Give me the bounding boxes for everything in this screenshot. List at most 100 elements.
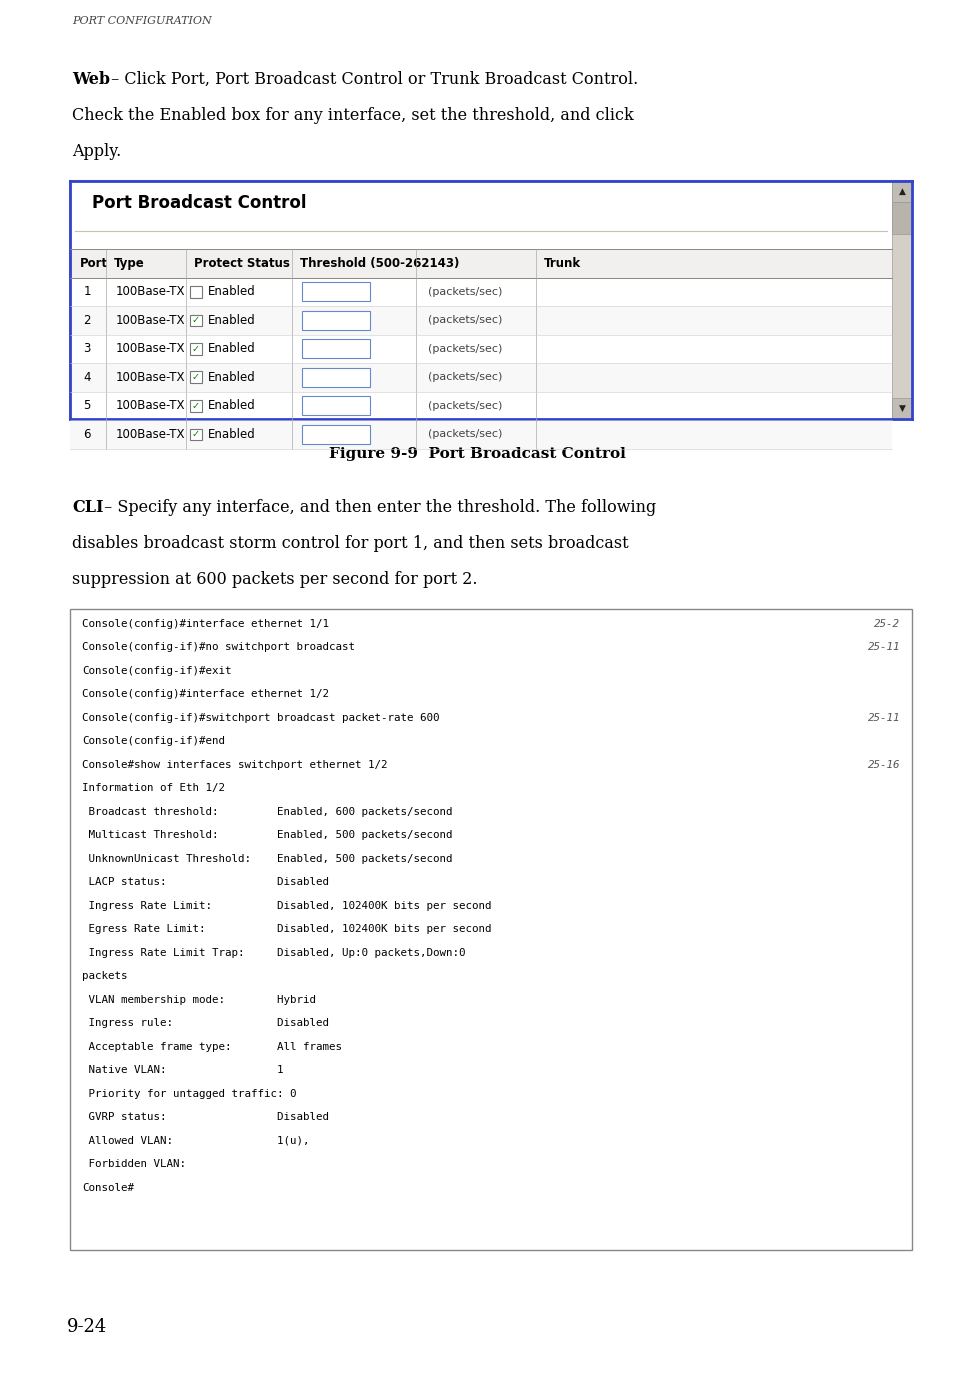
Bar bbox=[302, 339, 370, 358]
Text: Enabled: Enabled bbox=[208, 343, 255, 355]
Text: (packets/sec): (packets/sec) bbox=[428, 429, 502, 439]
Text: 25-16: 25-16 bbox=[866, 761, 899, 770]
Text: packets: packets bbox=[82, 972, 128, 981]
Text: Ingress Rate Limit:          Disabled, 102400K bits per second: Ingress Rate Limit: Disabled, 102400K bi… bbox=[82, 901, 491, 911]
Text: Acceptable frame type:       All frames: Acceptable frame type: All frames bbox=[82, 1042, 341, 1052]
Text: Type: Type bbox=[113, 257, 145, 269]
Text: Port Broadcast Control: Port Broadcast Control bbox=[91, 194, 306, 212]
Text: PORT CONFIGURATION: PORT CONFIGURATION bbox=[71, 17, 212, 26]
Text: suppression at 600 packets per second for port 2.: suppression at 600 packets per second fo… bbox=[71, 570, 477, 589]
Text: 25-11: 25-11 bbox=[866, 643, 899, 652]
Text: 500: 500 bbox=[308, 343, 330, 355]
Bar bbox=[302, 425, 370, 444]
Text: ▲: ▲ bbox=[898, 187, 904, 196]
Text: Egress Rate Limit:           Disabled, 102400K bits per second: Egress Rate Limit: Disabled, 102400K bit… bbox=[82, 924, 491, 934]
Text: 500: 500 bbox=[308, 400, 330, 412]
Bar bbox=[70, 335, 891, 364]
Text: LACP status:                 Disabled: LACP status: Disabled bbox=[82, 877, 329, 887]
Text: 100Base-TX: 100Base-TX bbox=[116, 371, 185, 383]
FancyBboxPatch shape bbox=[70, 609, 911, 1251]
Bar bbox=[190, 429, 201, 440]
Text: Console(config)#interface ethernet 1/1: Console(config)#interface ethernet 1/1 bbox=[82, 619, 329, 629]
Text: disables broadcast storm control for port 1, and then sets broadcast: disables broadcast storm control for por… bbox=[71, 534, 628, 552]
Text: 1: 1 bbox=[83, 286, 91, 298]
Bar bbox=[70, 248, 891, 278]
Text: Multicast Threshold:         Enabled, 500 packets/second: Multicast Threshold: Enabled, 500 packet… bbox=[82, 830, 452, 841]
Text: Enabled: Enabled bbox=[208, 371, 255, 383]
Text: ✓: ✓ bbox=[192, 401, 200, 411]
Bar bbox=[70, 421, 891, 448]
Text: 6: 6 bbox=[83, 428, 91, 441]
Bar bbox=[70, 278, 891, 305]
Text: 5: 5 bbox=[83, 400, 91, 412]
Text: Console(config-if)#exit: Console(config-if)#exit bbox=[82, 666, 232, 676]
Text: 500: 500 bbox=[308, 371, 330, 383]
Bar bbox=[891, 180, 911, 419]
Bar bbox=[190, 286, 201, 297]
Text: Figure 9-9  Port Broadcast Control: Figure 9-9 Port Broadcast Control bbox=[328, 447, 625, 461]
Text: 25-11: 25-11 bbox=[866, 713, 899, 723]
Text: 100Base-TX: 100Base-TX bbox=[116, 343, 185, 355]
Bar bbox=[190, 343, 201, 354]
Text: Console#: Console# bbox=[82, 1183, 133, 1194]
Text: Ingress rule:                Disabled: Ingress rule: Disabled bbox=[82, 1019, 329, 1029]
Text: Console(config)#interface ethernet 1/2: Console(config)#interface ethernet 1/2 bbox=[82, 690, 329, 700]
Text: 3: 3 bbox=[83, 343, 91, 355]
Bar bbox=[891, 398, 911, 419]
Text: 100Base-TX: 100Base-TX bbox=[116, 428, 185, 441]
Bar bbox=[302, 311, 370, 330]
Text: Enabled: Enabled bbox=[208, 286, 255, 298]
Text: Protect Status: Protect Status bbox=[193, 257, 290, 269]
Bar bbox=[891, 203, 911, 235]
Text: (packets/sec): (packets/sec) bbox=[428, 315, 502, 325]
Text: ✓: ✓ bbox=[192, 315, 200, 325]
Bar bbox=[190, 315, 201, 326]
Text: Web: Web bbox=[71, 71, 110, 87]
Text: Allowed VLAN:                1(u),: Allowed VLAN: 1(u), bbox=[82, 1135, 309, 1146]
Text: GVRP status:                 Disabled: GVRP status: Disabled bbox=[82, 1113, 329, 1123]
Text: (packets/sec): (packets/sec) bbox=[428, 344, 502, 354]
Text: Enabled: Enabled bbox=[208, 400, 255, 412]
Text: 100Base-TX: 100Base-TX bbox=[116, 400, 185, 412]
Bar bbox=[70, 391, 891, 421]
Text: Port: Port bbox=[80, 257, 108, 269]
FancyBboxPatch shape bbox=[70, 180, 911, 419]
Bar bbox=[302, 282, 370, 301]
Bar bbox=[302, 396, 370, 415]
Text: 100Base-TX: 100Base-TX bbox=[116, 286, 185, 298]
Text: Enabled: Enabled bbox=[208, 428, 255, 441]
Text: – Specify any interface, and then enter the threshold. The following: – Specify any interface, and then enter … bbox=[99, 500, 656, 516]
Text: ✓: ✓ bbox=[192, 429, 200, 439]
Text: Console(config-if)#no switchport broadcast: Console(config-if)#no switchport broadca… bbox=[82, 643, 355, 652]
Text: Console(config-if)#end: Console(config-if)#end bbox=[82, 737, 225, 747]
Text: Trunk: Trunk bbox=[543, 257, 580, 269]
Text: 2: 2 bbox=[83, 314, 91, 326]
Text: ▼: ▼ bbox=[898, 404, 904, 414]
Bar bbox=[302, 368, 370, 387]
Text: ✓: ✓ bbox=[192, 372, 200, 382]
Text: Information of Eth 1/2: Information of Eth 1/2 bbox=[82, 783, 225, 794]
Text: 600: 600 bbox=[308, 314, 330, 326]
Text: VLAN membership mode:        Hybrid: VLAN membership mode: Hybrid bbox=[82, 995, 315, 1005]
Text: Forbidden VLAN:: Forbidden VLAN: bbox=[82, 1159, 186, 1170]
Text: 100Base-TX: 100Base-TX bbox=[116, 314, 185, 326]
Text: 9-24: 9-24 bbox=[67, 1319, 107, 1337]
Text: Ingress Rate Limit Trap:     Disabled, Up:0 packets,Down:0: Ingress Rate Limit Trap: Disabled, Up:0 … bbox=[82, 948, 465, 958]
Bar bbox=[891, 180, 911, 203]
Text: UnknownUnicast Threshold:    Enabled, 500 packets/second: UnknownUnicast Threshold: Enabled, 500 p… bbox=[82, 854, 452, 863]
Text: 500: 500 bbox=[308, 428, 330, 441]
Text: 4: 4 bbox=[83, 371, 91, 383]
Text: (packets/sec): (packets/sec) bbox=[428, 372, 502, 382]
Text: ✓: ✓ bbox=[192, 344, 200, 354]
Text: Broadcast threshold:         Enabled, 600 packets/second: Broadcast threshold: Enabled, 600 packet… bbox=[82, 806, 452, 818]
Text: 25-2: 25-2 bbox=[873, 619, 899, 629]
Text: (packets/sec): (packets/sec) bbox=[428, 287, 502, 297]
Bar bbox=[70, 305, 891, 335]
Text: CLI: CLI bbox=[71, 500, 103, 516]
Bar bbox=[190, 372, 201, 383]
Text: Console#show interfaces switchport ethernet 1/2: Console#show interfaces switchport ether… bbox=[82, 761, 387, 770]
Text: Native VLAN:                 1: Native VLAN: 1 bbox=[82, 1066, 283, 1076]
Text: Apply.: Apply. bbox=[71, 143, 121, 160]
Text: – Click Port, Port Broadcast Control or Trunk Broadcast Control.: – Click Port, Port Broadcast Control or … bbox=[107, 71, 639, 87]
Text: (packets/sec): (packets/sec) bbox=[428, 401, 502, 411]
